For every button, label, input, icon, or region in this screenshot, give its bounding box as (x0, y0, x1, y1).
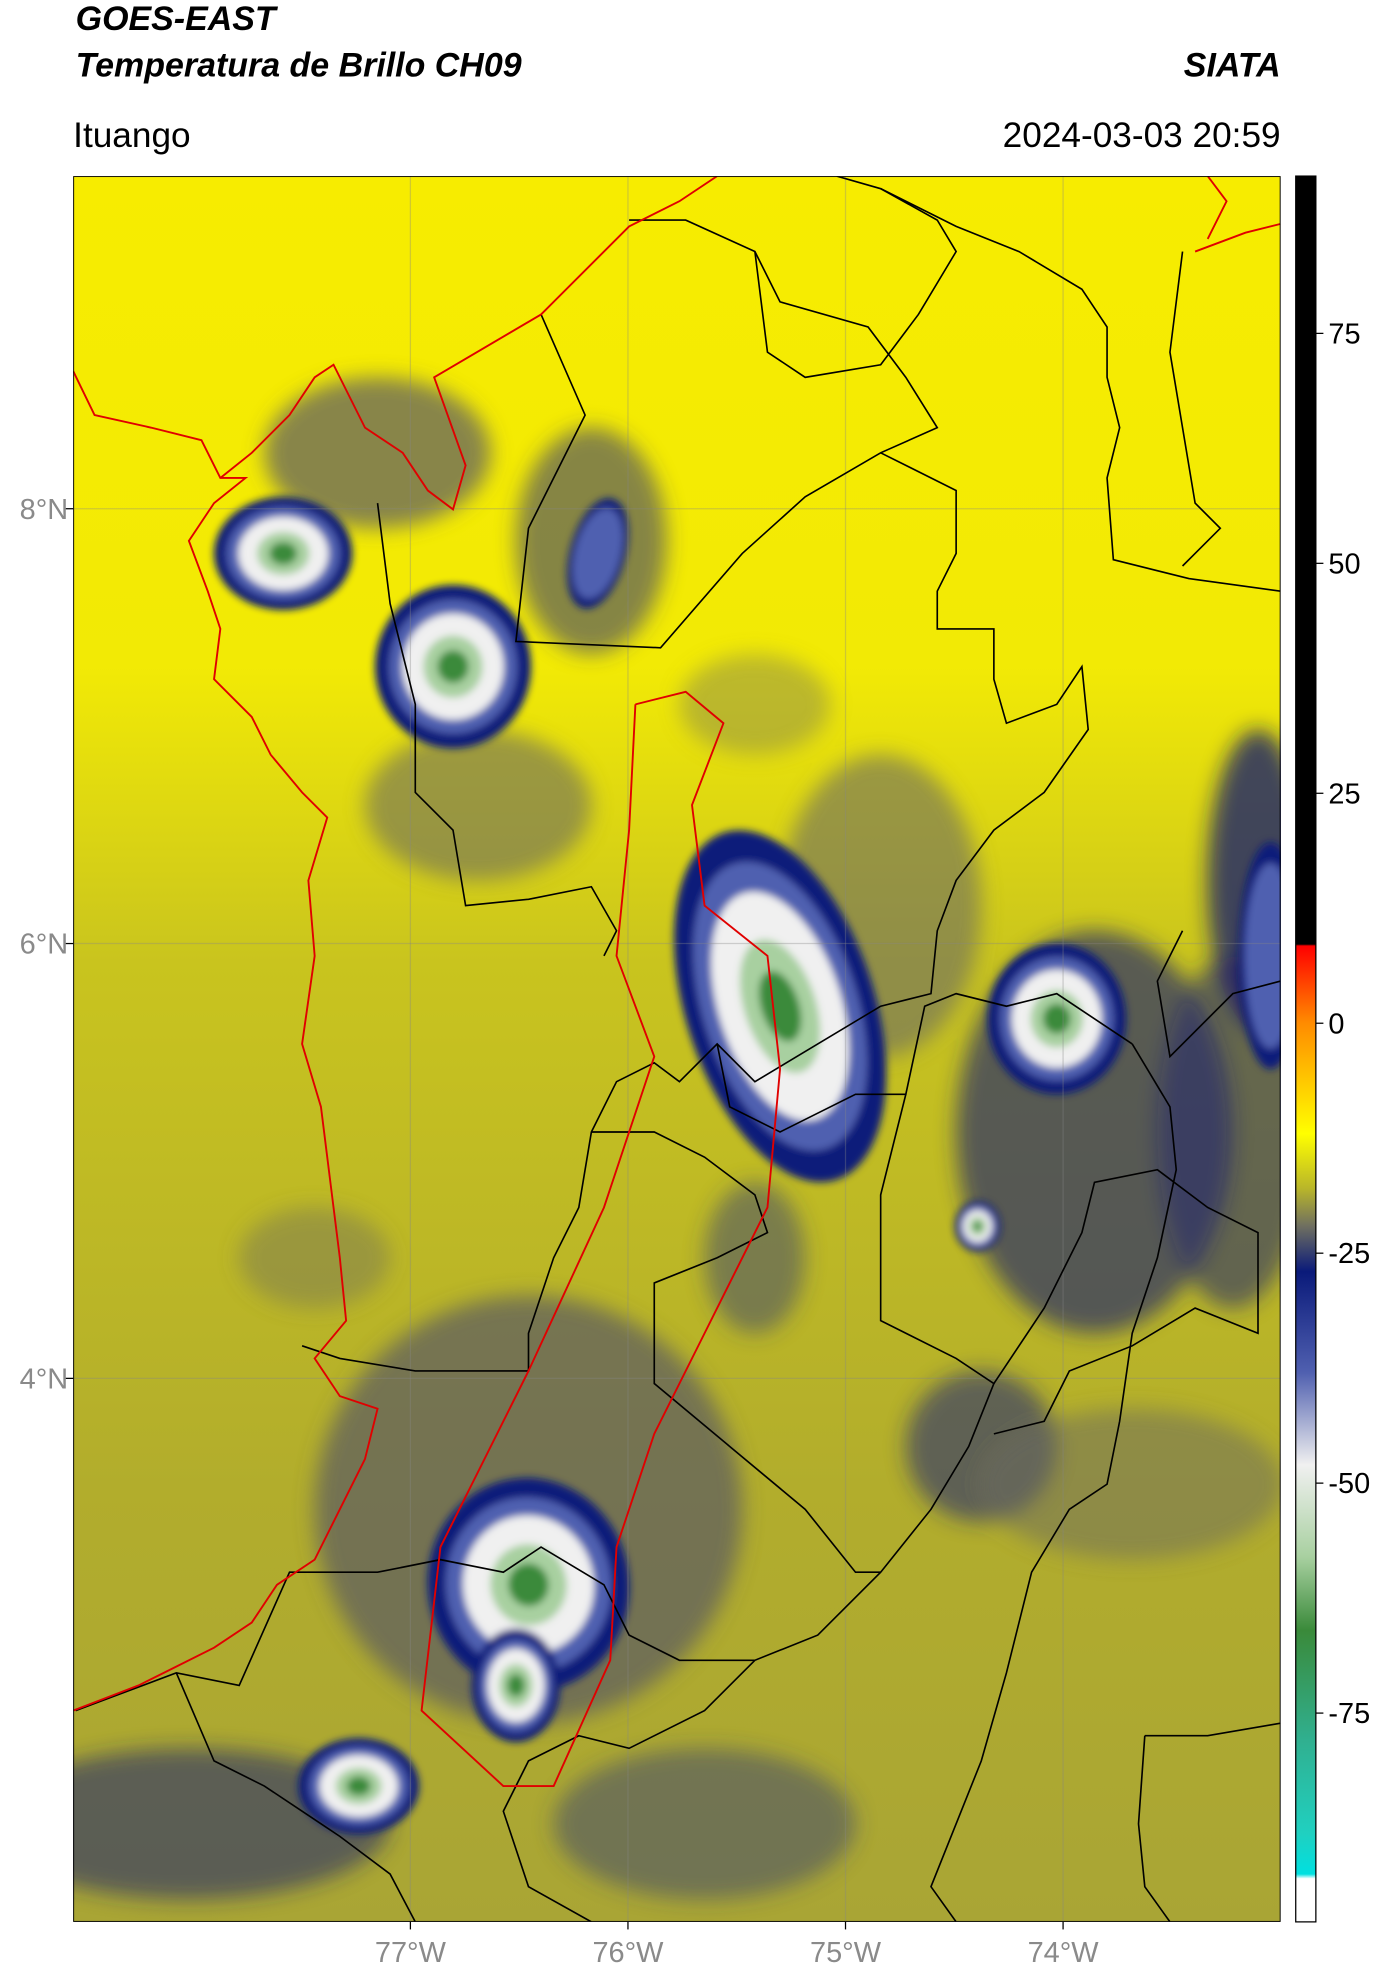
colorbar-tick-label: -25 (1328, 1238, 1370, 1270)
x-tick-label: 75°W (810, 1937, 882, 1969)
border (1156, 930, 1281, 1059)
border (993, 1168, 1259, 1435)
storm-cell (346, 1776, 371, 1796)
border (75, 1546, 755, 1712)
border (1169, 251, 1222, 567)
border (1137, 1735, 1171, 1922)
colorbar: 75 50 25 0 -25 -50 -75 (1295, 175, 1370, 1923)
border (930, 1043, 1178, 1922)
grid (73, 176, 1281, 1922)
border (880, 187, 1281, 592)
border (591, 1131, 881, 1574)
border (754, 176, 958, 379)
border (716, 992, 1133, 1133)
datetime: 2024-03-03 20:59 (1003, 116, 1281, 155)
y-tick-label: 8°N (20, 494, 69, 526)
colorbar-tick-label: 25 (1328, 778, 1360, 810)
cloud-haze (239, 1207, 391, 1309)
colorbar-tick-label: 50 (1328, 548, 1360, 580)
border (1144, 1722, 1281, 1737)
colorbar-tick-label: 75 (1328, 318, 1360, 350)
title: GOES-EAST (76, 0, 279, 38)
department-border (420, 690, 781, 1787)
border (376, 503, 618, 957)
cloud-haze (704, 1182, 806, 1334)
coastline (73, 370, 379, 1712)
border (301, 452, 1090, 1372)
subtitle: Temperatura de Brillo CH09 (76, 47, 522, 85)
map-area (73, 176, 1281, 1922)
colorbar-tick-label: -50 (1328, 1468, 1370, 1500)
storm-cell (507, 1674, 525, 1697)
storm-cell (437, 650, 469, 683)
border (502, 1094, 995, 1922)
storm-cell (572, 508, 623, 599)
y-tick-label: 4°N (20, 1363, 69, 1395)
axes: 77°W 76°W 75°W 74°W 8°N 6°N 4°N (20, 494, 1100, 1969)
storm-cell (972, 1221, 983, 1232)
storm-cell (1042, 1003, 1071, 1034)
x-tick-label: 76°W (592, 1937, 664, 1969)
storm-cell (508, 1563, 549, 1607)
location: Ituango (73, 116, 190, 155)
red-borders (73, 176, 1281, 1787)
colorbar-fill (1295, 175, 1317, 1923)
storm-cell (269, 542, 298, 565)
coastline (219, 176, 718, 511)
cloud-haze (1157, 955, 1281, 1309)
x-tick-label: 77°W (375, 1937, 447, 1969)
storm-cell (1244, 863, 1281, 1049)
storm-cell (758, 971, 802, 1042)
coastline (1206, 176, 1228, 240)
cloud-haze (364, 729, 592, 881)
black-borders (75, 176, 1281, 1922)
y-tick-label: 6°N (20, 929, 69, 961)
cloud-haze (264, 377, 491, 529)
cloud-haze (981, 1408, 1281, 1560)
x-tick-label: 74°W (1028, 1937, 1100, 1969)
colorbar-tick-label: -75 (1328, 1698, 1370, 1730)
source: SIATA (1184, 47, 1281, 85)
cloud-haze (679, 654, 831, 755)
border (175, 1672, 417, 1922)
colorbar-tick-label: 0 (1328, 1008, 1344, 1040)
coastline (1194, 222, 1281, 253)
cloud-haze (553, 1748, 856, 1900)
